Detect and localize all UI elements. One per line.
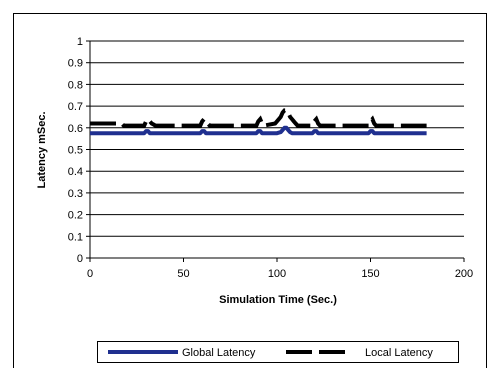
legend-label-global-latency: Global Latency: [182, 347, 256, 359]
y-tick-label-5: 0.5: [68, 145, 83, 157]
y-tick-label-6: 0.6: [68, 123, 83, 135]
legend: Global Latency Local Latency: [97, 341, 459, 363]
x-tick-label-0: 0: [87, 268, 93, 280]
axes: [86, 40, 465, 262]
legend-box: [97, 341, 459, 363]
y-tick-label-10: 1: [77, 36, 83, 48]
y-axis-title: Latency mSec.: [36, 111, 48, 188]
series-line-local-latency: [90, 108, 427, 128]
y-tick-label-1: 0.1: [68, 231, 83, 243]
x-tick-label-1: 50: [177, 268, 189, 280]
series-line-global-latency: [90, 125, 427, 136]
tick-labels: 0 0.1 0.2 0.3 0.4 0.5 0.6 0.7 0.8 0.9 1 0 50 100 150 20…: [68, 36, 473, 280]
y-tick-label-8: 0.8: [68, 79, 83, 91]
x-axis-title: Simulation Time (Sec.): [219, 294, 337, 306]
y-tick-label-2: 0.2: [68, 210, 83, 222]
y-tick-label-9: 0.9: [68, 58, 83, 70]
gridlines: [90, 40, 464, 237]
legend-label-local-latency: Local Latency: [365, 347, 433, 359]
x-tick-label-4: 200: [455, 268, 473, 280]
y-tick-label-7: 0.7: [68, 101, 83, 113]
y-tick-label-3: 0.3: [68, 188, 83, 200]
y-tick-label-0: 0: [77, 253, 83, 265]
series: [90, 108, 427, 136]
x-tick-label-3: 150: [361, 268, 379, 280]
chart-frame: [13, 13, 487, 369]
y-tick-label-4: 0.4: [68, 166, 83, 178]
x-tick-label-2: 100: [268, 268, 286, 280]
